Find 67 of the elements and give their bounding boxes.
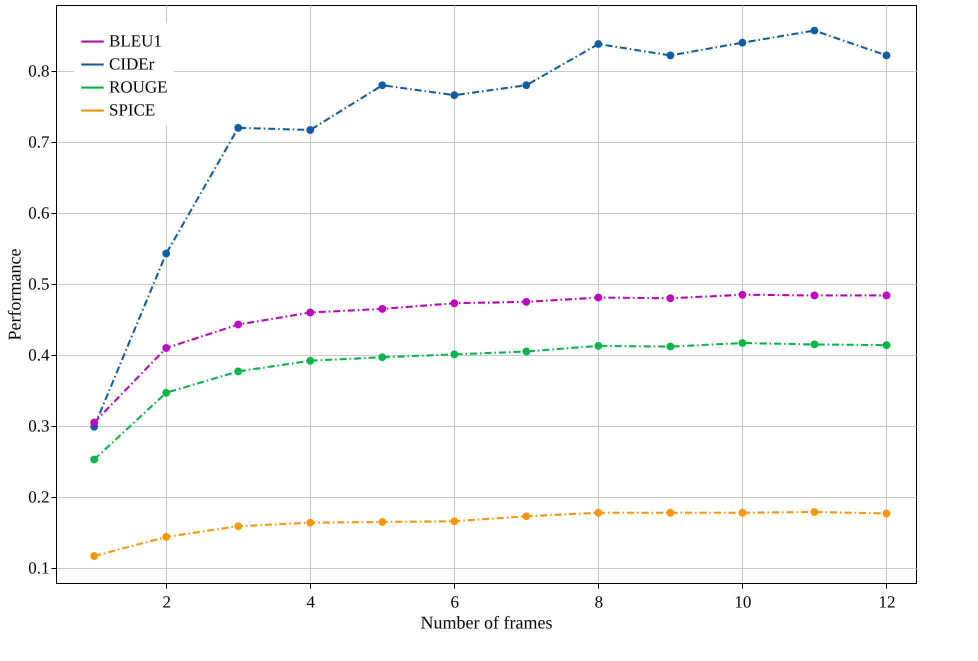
point <box>666 508 674 517</box>
x-axis-title: Number of frames <box>420 612 552 632</box>
point <box>162 388 170 397</box>
point <box>378 518 386 526</box>
point <box>522 81 530 90</box>
point <box>378 305 386 313</box>
point <box>450 91 458 100</box>
point <box>234 522 242 530</box>
point <box>666 342 674 350</box>
y-tick-label: 0.7 <box>28 132 50 152</box>
point <box>306 518 314 527</box>
point <box>378 353 386 362</box>
y-tick-label: 0.4 <box>28 346 50 365</box>
y-tick-label: 0.1 <box>28 558 50 578</box>
point <box>810 340 818 348</box>
point <box>882 52 890 60</box>
point <box>810 292 818 300</box>
point <box>882 341 890 349</box>
point <box>522 512 530 520</box>
point <box>450 350 458 358</box>
y-tick-label: 0.2 <box>28 488 50 507</box>
x-tick-label: 10 <box>734 592 752 612</box>
x-tick-label: 8 <box>594 592 604 612</box>
point <box>594 40 602 48</box>
point <box>594 342 602 350</box>
point <box>306 356 314 365</box>
legend-label: BLEU1 <box>109 32 162 50</box>
point <box>810 508 818 516</box>
point <box>90 552 98 560</box>
point <box>882 510 890 518</box>
point <box>666 52 674 60</box>
point <box>882 292 890 300</box>
point <box>738 339 746 347</box>
y-tick-label: 0.6 <box>28 204 50 223</box>
x-tick-label: 2 <box>162 592 171 612</box>
point <box>738 508 746 517</box>
x-tick-label: 6 <box>450 592 460 612</box>
point <box>378 81 386 90</box>
point <box>738 38 746 46</box>
point <box>162 250 170 258</box>
point <box>594 508 602 517</box>
y-tick-label: 0.5 <box>28 274 50 294</box>
x-tick-label: 4 <box>306 592 316 612</box>
point <box>738 290 746 299</box>
point <box>522 348 530 356</box>
point <box>234 368 242 376</box>
point <box>306 308 314 316</box>
point <box>162 344 170 352</box>
legend-label: CIDEr <box>109 54 155 74</box>
point <box>450 517 458 526</box>
point <box>90 418 98 426</box>
y-axis-title: Performance <box>4 248 24 340</box>
point <box>810 26 818 34</box>
point <box>594 294 602 302</box>
point <box>234 320 242 328</box>
point <box>306 126 314 134</box>
point <box>162 532 170 541</box>
point <box>666 294 674 302</box>
y-tick-label: 0.3 <box>28 416 50 436</box>
legend-label: SPICE <box>109 100 156 120</box>
point <box>450 299 458 308</box>
point <box>522 298 530 306</box>
point <box>234 124 242 132</box>
y-tick-label: 0.8 <box>28 62 50 81</box>
legend-label: ROUGE <box>109 78 168 96</box>
x-tick-label: 12 <box>878 592 896 612</box>
point <box>90 456 98 464</box>
